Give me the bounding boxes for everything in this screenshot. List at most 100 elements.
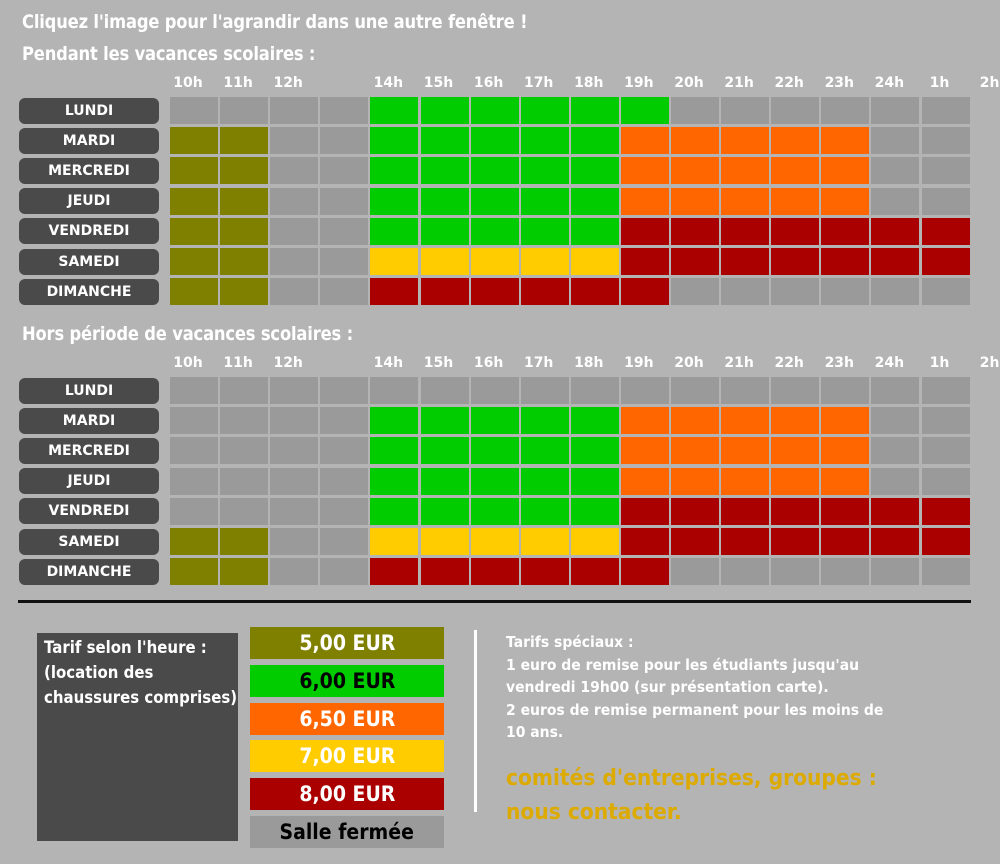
hour-header: 10h 11h 12h 14h 15h 16h 17h 18h 19h 20h 21h 22h 23h 2… [0, 355, 1000, 377]
schedule-cell [821, 248, 870, 275]
schedule-cell [821, 97, 870, 124]
schedule-cell [470, 528, 519, 555]
page-heading[interactable]: Cliquez l'image pour l'agrandir dans une… [22, 11, 528, 33]
schedule-cell [771, 248, 820, 275]
price-swatch: 6,50 EUR [250, 702, 444, 735]
schedule-cell [220, 467, 269, 495]
schedule-cell [821, 497, 870, 525]
schedule-cell [420, 467, 469, 495]
schedule-cell [671, 558, 719, 586]
schedule-cell [370, 97, 419, 124]
schedule-cell [170, 558, 218, 586]
schedule-cell [320, 97, 369, 124]
schedule-cell [771, 187, 820, 215]
schedule-cell [871, 278, 920, 306]
schedule-cell [671, 528, 719, 555]
hour-header: 10h 11h 12h 14h 15h 16h 17h 18h 19h 20h 21h 22h 23h 2… [0, 75, 1000, 97]
legend-box [37, 633, 238, 841]
schedule-cell [270, 407, 319, 435]
schedule-cell [921, 497, 970, 525]
day-label: SAMEDI [19, 528, 159, 555]
hour-label: 23h [824, 355, 855, 371]
schedule-cell [470, 437, 519, 465]
schedule-cell [320, 278, 369, 306]
schedule-cell [570, 497, 619, 525]
schedule-cell [721, 467, 770, 495]
schedule-cell [721, 217, 770, 245]
schedule-cell [420, 248, 469, 275]
schedule-cell [821, 157, 870, 185]
hour-label: 16h [473, 75, 504, 91]
hour-label: 19h [624, 355, 654, 371]
schedule-cell [570, 558, 619, 586]
schedule-cell [771, 467, 820, 495]
schedule-cell [570, 467, 619, 495]
hour-label: 20h [674, 75, 704, 91]
schedule-cell [170, 217, 218, 245]
schedule-cell [620, 497, 669, 525]
schedule-cell [570, 377, 619, 404]
schedule-cell [220, 407, 269, 435]
schedule-cell [721, 497, 770, 525]
schedule-cell [921, 407, 970, 435]
schedule-cell [771, 157, 820, 185]
schedule-cell [771, 217, 820, 245]
schedule-cell [671, 127, 719, 155]
hour-label: 12h [273, 355, 303, 371]
schedule-cell [921, 157, 970, 185]
schedule-cell [270, 497, 319, 525]
schedule-cell [871, 377, 920, 404]
price-label: 6,50 EUR [298, 706, 396, 731]
day-label: MARDI [19, 127, 159, 154]
day-label: LUNDI [19, 377, 159, 404]
schedule-cell [270, 528, 319, 555]
schedule-cell [771, 127, 820, 155]
schedule-cell [270, 248, 319, 275]
schedule-cell [871, 497, 920, 525]
schedule-cell [320, 467, 369, 495]
hour-label: 10h [173, 355, 203, 371]
schedule-cell [570, 248, 619, 275]
schedule-cell [721, 157, 770, 185]
hour-label: 14h [373, 355, 404, 371]
schedule-cell [671, 467, 719, 495]
schedule-cell [771, 377, 820, 404]
hour-label: 24h [874, 75, 905, 91]
schedule-cell [420, 407, 469, 435]
schedule-cell [520, 278, 569, 306]
schedule-cell [170, 97, 218, 124]
schedule-cell [671, 437, 719, 465]
schedule-cell [520, 97, 569, 124]
schedule-cell [220, 437, 269, 465]
hour-label: 1h [929, 355, 950, 371]
schedule-cell [220, 157, 269, 185]
schedule-cell [170, 528, 218, 555]
schedule-cell [921, 528, 970, 555]
schedule-cell [220, 528, 269, 555]
schedule-cell [270, 377, 319, 404]
special-line: 1 euro de remise pour les étudiants jusq… [506, 655, 860, 674]
schedule-cell [921, 467, 970, 495]
hour-label: 11h [223, 75, 253, 91]
schedule-cell [270, 97, 319, 124]
hour-label: 17h [523, 75, 554, 91]
schedule-cell [921, 377, 970, 404]
day-label: JEUDI [19, 188, 159, 215]
schedule-cell [370, 157, 419, 185]
hour-label: 14h [373, 75, 404, 91]
schedule-cell [170, 187, 218, 215]
schedule-cell [871, 217, 920, 245]
schedule-cell [570, 437, 619, 465]
schedule-cell [320, 217, 369, 245]
schedule-cell [420, 528, 469, 555]
schedule-cell [871, 558, 920, 586]
legend-caption: Tarif selon l'heure : (location des chau… [44, 636, 255, 711]
schedule-cell [921, 558, 970, 586]
schedule-cell [470, 97, 519, 124]
schedule-cell [420, 217, 469, 245]
schedule-cell [671, 377, 719, 404]
schedule-cell [570, 217, 619, 245]
schedule-cell [320, 528, 369, 555]
day-label: MERCREDI [19, 157, 159, 184]
schedule-cell [520, 558, 569, 586]
